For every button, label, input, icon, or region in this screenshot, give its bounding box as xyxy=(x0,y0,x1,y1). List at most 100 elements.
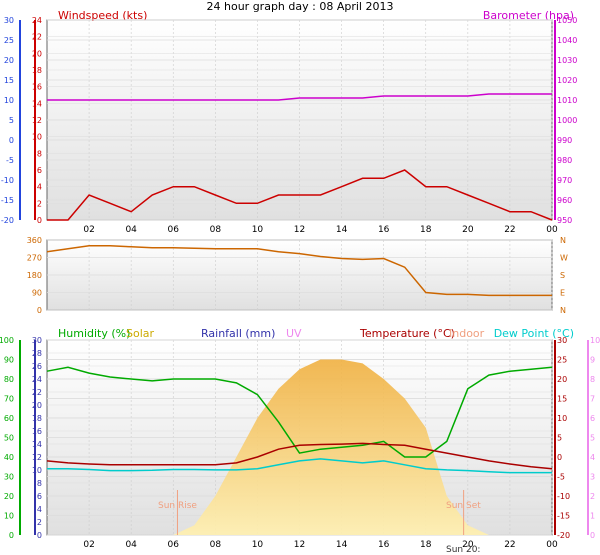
wind-y-tick-label: 8 xyxy=(37,149,42,158)
x-tick-label: 06 xyxy=(168,540,180,550)
solar-label: Solar xyxy=(126,327,155,340)
temp-y-tick-label: 15 xyxy=(557,395,567,404)
baro-y-tick-label: 950 xyxy=(557,216,572,225)
x-tick-label: 12 xyxy=(294,225,305,235)
rain-y-tick-label: 6 xyxy=(37,492,42,501)
x-tick-label: 02 xyxy=(83,540,94,550)
temp-outer-y-tick-label: -20 xyxy=(1,216,14,225)
direction-y-tick-label: 270 xyxy=(27,254,42,263)
windspeed-label: Windspeed (kts) xyxy=(58,9,147,22)
humidity-y-tick-label: 80 xyxy=(4,375,14,384)
rain-y-tick-label: 0 xyxy=(37,531,42,540)
sunset-annotation: Sun Set xyxy=(446,501,481,511)
solar-area xyxy=(47,359,552,535)
humidity-y-tick-label: 20 xyxy=(4,492,14,501)
rain-y-tick-label: 20 xyxy=(32,401,42,410)
wind-y-tick-label: 22 xyxy=(32,33,42,42)
humidity-y-tick-label: 0 xyxy=(9,531,14,540)
temp-outer-y-tick-label: -10 xyxy=(1,176,14,185)
temp-y-tick-label: -10 xyxy=(557,492,570,501)
temp-outer-y-tick-label: 20 xyxy=(4,56,14,65)
rainfall-label: Rainfall (mm) xyxy=(201,327,275,340)
baro-y-tick-label: 1010 xyxy=(557,96,577,105)
rain-y-tick-label: 26 xyxy=(32,362,42,371)
direction-compass-label: N xyxy=(560,236,566,245)
temp-y-tick-label: 0 xyxy=(557,453,562,462)
wind-y-tick-label: 16 xyxy=(32,83,42,92)
temp-y-tick-label: -5 xyxy=(557,473,565,482)
temperature-label: Temperature (°C) xyxy=(359,327,455,340)
temp-y-tick-label: 5 xyxy=(557,434,562,443)
rain-y-tick-label: 28 xyxy=(32,349,42,358)
rain-y-tick-label: 2 xyxy=(37,518,42,527)
x-tick-label: 14 xyxy=(336,225,348,235)
humidity-y-tick-label: 30 xyxy=(4,473,14,482)
uv-y-tick-label: 10 xyxy=(590,336,600,345)
wind-y-tick-label: 0 xyxy=(37,216,42,225)
uv-y-tick-label: 4 xyxy=(590,453,595,462)
time-marker-annotation: Sun 20: xyxy=(446,545,480,555)
rain-y-tick-label: 18 xyxy=(32,414,42,423)
humidity-label: Humidity (%) xyxy=(58,327,130,340)
humidity-y-tick-label: 60 xyxy=(4,414,14,423)
chart-title: 24 hour graph day : 08 April 2013 xyxy=(207,0,394,13)
uv-label: UV xyxy=(286,327,302,340)
wind-y-tick-label: 10 xyxy=(32,133,42,142)
temp-y-tick-label: 30 xyxy=(557,336,567,345)
humidity-y-tick-label: 70 xyxy=(4,395,14,404)
barometer-label: Barometer (hpa) xyxy=(483,9,574,22)
uv-y-tick-label: 2 xyxy=(590,492,595,501)
rain-y-tick-label: 16 xyxy=(32,427,42,436)
humidity-y-tick-label: 40 xyxy=(4,453,14,462)
x-tick-label: 16 xyxy=(378,540,390,550)
x-tick-label: 16 xyxy=(378,225,390,235)
uv-y-tick-label: 0 xyxy=(590,531,595,540)
x-tick-label: 00 xyxy=(546,540,558,550)
wind-y-tick-label: 6 xyxy=(37,166,42,175)
rain-y-tick-label: 12 xyxy=(32,453,42,462)
rain-y-tick-label: 4 xyxy=(37,505,42,514)
uv-y-tick-label: 5 xyxy=(590,434,595,443)
wind-y-tick-label: 4 xyxy=(37,183,42,192)
uv-y-tick-label: 6 xyxy=(590,414,595,423)
temp-outer-y-tick-label: 5 xyxy=(9,116,14,125)
x-tick-label: 08 xyxy=(210,225,222,235)
direction-compass-label: E xyxy=(560,289,565,298)
x-tick-label: 04 xyxy=(125,540,137,550)
x-tick-label: 14 xyxy=(336,540,348,550)
wind-y-tick-label: 18 xyxy=(32,66,42,75)
direction-compass-label: W xyxy=(560,254,568,263)
humidity-y-tick-label: 100 xyxy=(0,336,14,345)
temp-outer-y-tick-label: 10 xyxy=(4,96,14,105)
wind-y-tick-label: 20 xyxy=(32,49,42,58)
x-tick-label: 18 xyxy=(420,225,432,235)
baro-y-tick-label: 970 xyxy=(557,176,572,185)
x-tick-label: 18 xyxy=(420,540,432,550)
baro-y-tick-label: 990 xyxy=(557,136,572,145)
humidity-line xyxy=(46,366,553,458)
x-tick-label: 20 xyxy=(462,225,474,235)
baro-y-tick-label: 1040 xyxy=(557,36,577,45)
humidity-y-tick-label: 10 xyxy=(4,512,14,521)
uv-y-tick-label: 8 xyxy=(590,375,595,384)
rain-y-tick-label: 8 xyxy=(37,479,42,488)
wind-y-tick-label: 12 xyxy=(32,116,42,125)
temp-y-tick-label: 20 xyxy=(557,375,567,384)
baro-y-tick-label: 960 xyxy=(557,196,572,205)
direction-compass-label: N xyxy=(560,306,566,315)
windspeed-line xyxy=(47,169,553,221)
rain-y-tick-label: 24 xyxy=(32,375,42,384)
dewpoint-line xyxy=(47,458,552,474)
wind-direction-line xyxy=(46,245,552,297)
temp-y-tick-label: -15 xyxy=(557,512,570,521)
barometer-line xyxy=(47,93,552,101)
x-tick-label: 00 xyxy=(546,225,558,235)
temp-outer-y-tick-label: 30 xyxy=(4,16,14,25)
uv-y-tick-label: 9 xyxy=(590,356,595,365)
wind-y-tick-label: 2 xyxy=(37,199,42,208)
temp-outer-y-tick-label: 25 xyxy=(4,36,14,45)
rain-y-tick-label: 10 xyxy=(32,466,42,475)
rain-y-tick-label: 22 xyxy=(32,388,42,397)
humidity-y-tick-label: 90 xyxy=(4,356,14,365)
